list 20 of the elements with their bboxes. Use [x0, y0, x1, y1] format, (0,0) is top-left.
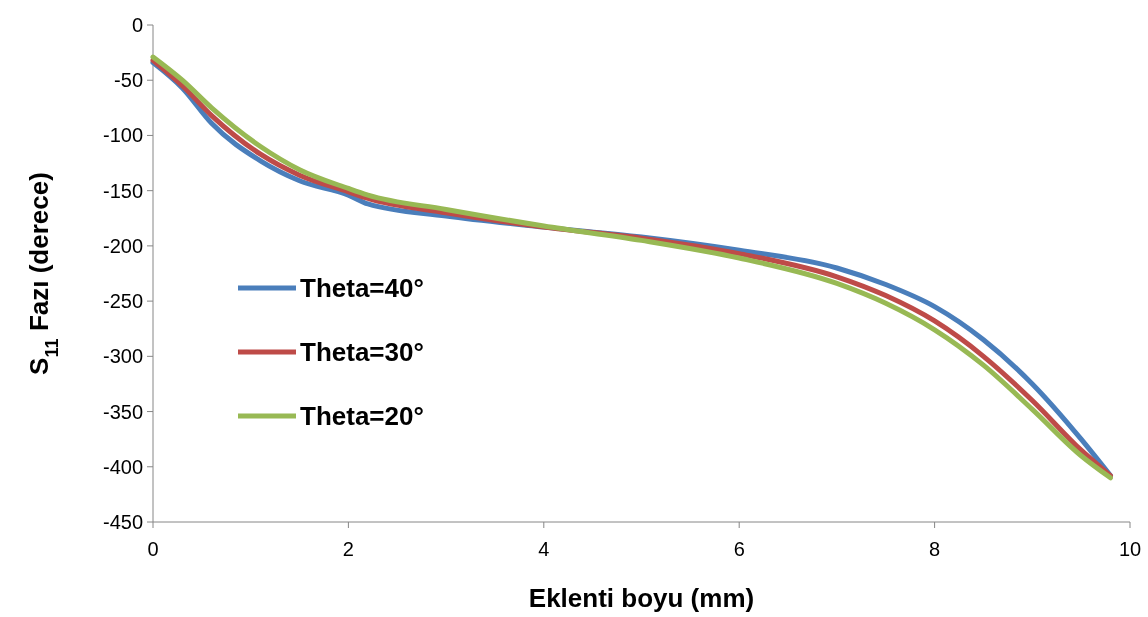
y-tick-label: -450: [102, 511, 143, 533]
legend-label: Theta=40°: [300, 273, 424, 304]
x-tick-label: 2: [342, 538, 354, 560]
y-tick-label: -150: [102, 179, 143, 202]
y-tick-label: -350: [102, 400, 143, 423]
x-tick-label: 4: [538, 538, 550, 560]
x-tick-label: 10: [1118, 538, 1142, 560]
legend-label: Theta=20°: [300, 401, 424, 432]
y-tick-label: 0: [131, 14, 143, 36]
y-tick-label: -300: [102, 345, 143, 368]
y-tick-label: -250: [102, 290, 143, 313]
y-tick-label: -100: [102, 124, 143, 147]
y-tick-label: -200: [102, 234, 143, 257]
x-tick-label: 8: [929, 538, 941, 560]
x-axis-title: Eklenti boyu (mm): [528, 583, 755, 613]
x-tick-label: 0: [147, 538, 159, 560]
y-tick-label: -400: [102, 455, 143, 478]
x-tick-label: 6: [733, 538, 745, 560]
legend-label: Theta=30°: [300, 337, 424, 368]
y-tick-label: -50: [114, 69, 143, 92]
